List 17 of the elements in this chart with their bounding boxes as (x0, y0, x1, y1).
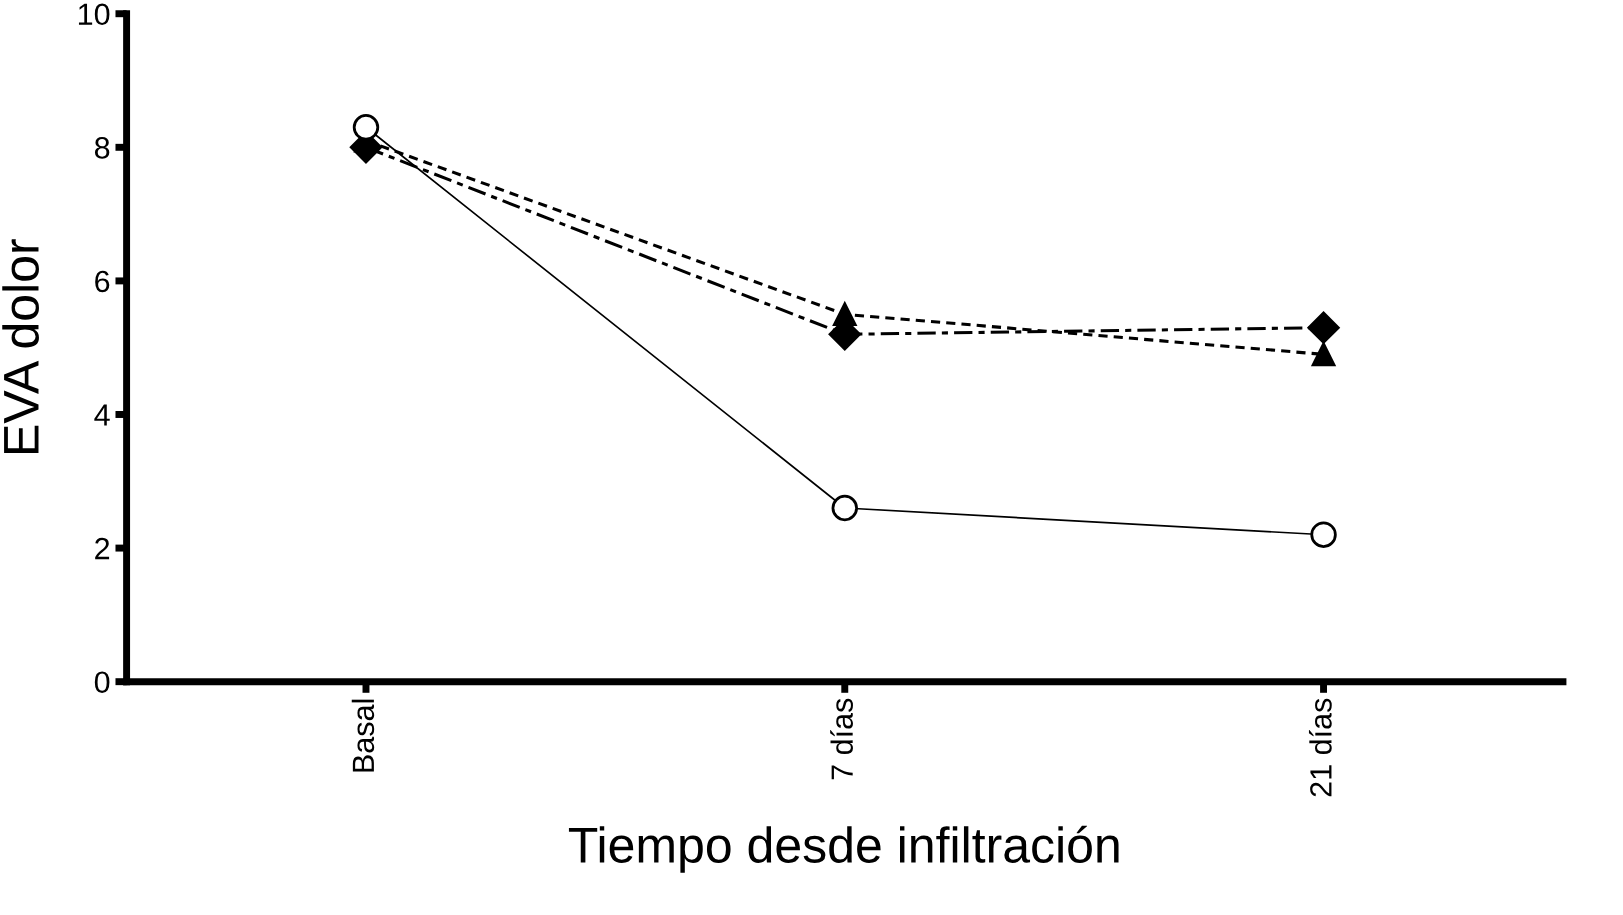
point (1311, 342, 1336, 367)
x-axis-title: Tiempo desde infiltración (568, 825, 1119, 873)
x-tick-label: Basal (351, 699, 375, 772)
point (1307, 311, 1340, 344)
y-tick-label: 8 (94, 137, 110, 159)
point (1310, 521, 1337, 548)
y-tick-label: 2 (95, 537, 110, 560)
y-tick-label: 4 (94, 404, 110, 426)
point (352, 114, 380, 141)
y-tick-label: 10 (78, 3, 110, 26)
x-tick-label: 21 días (1308, 698, 1332, 797)
x-tick-label: 7 días (830, 698, 853, 780)
y-axis-title: EVA dolor (2, 239, 39, 453)
point (831, 494, 858, 522)
y-tick-label: 0 (94, 671, 110, 694)
point (832, 302, 857, 327)
y-tick-label: 6 (95, 270, 110, 293)
